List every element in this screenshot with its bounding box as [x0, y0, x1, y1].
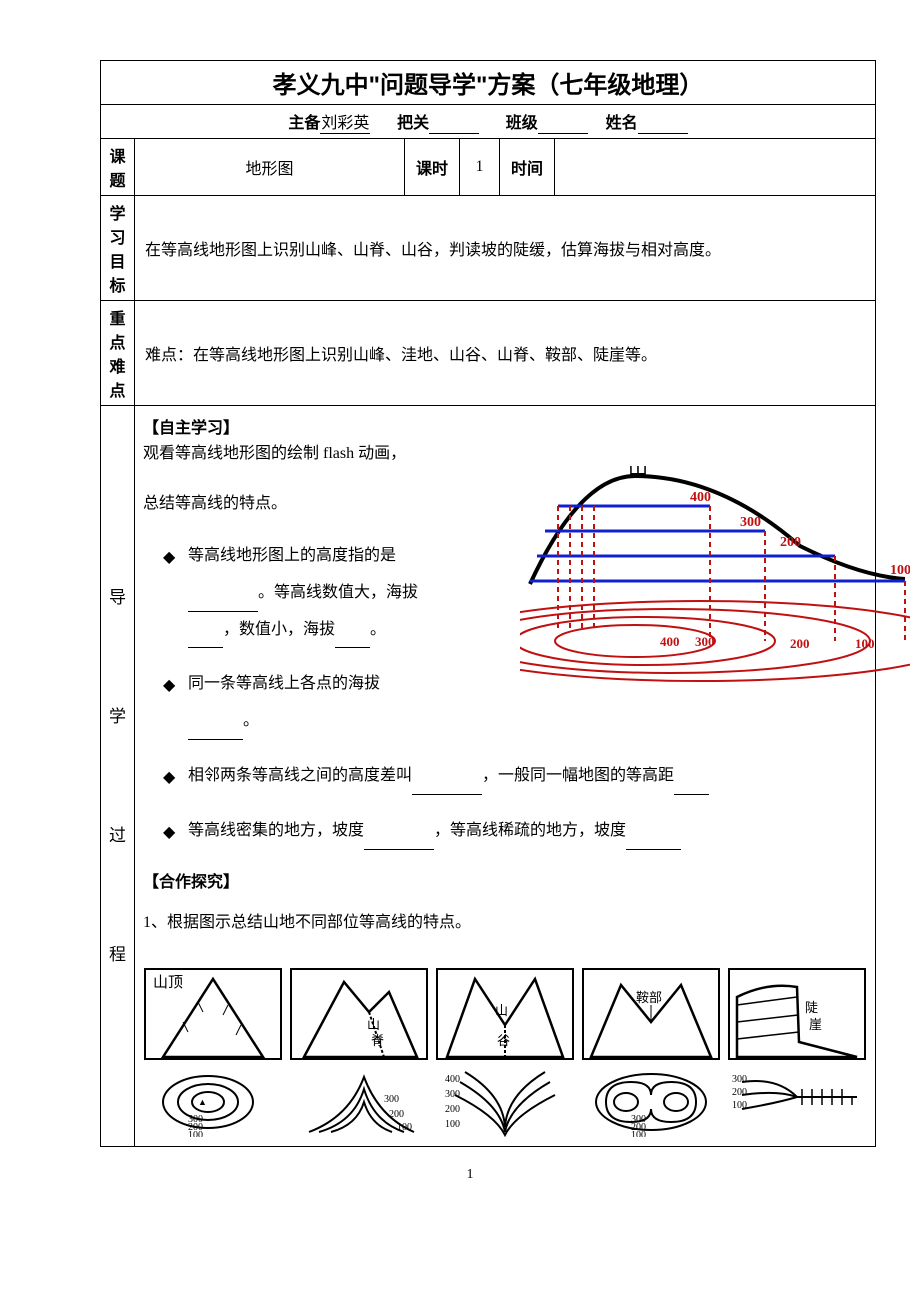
- svg-text:崖: 崖: [809, 1017, 822, 1032]
- bullet-1: 等高线地形图上的高度指的是。等高线数值大，海拔，数值小，海拔。: [168, 538, 423, 648]
- bullet-list: 等高线地形图上的高度指的是。等高线数值大，海拔，数值小，海拔。 同一条等高线上各…: [143, 538, 423, 740]
- svg-text:山: 山: [495, 1003, 508, 1018]
- saddle-icon: 鞍部 300 200 100: [581, 967, 721, 1137]
- svg-text:200: 200: [389, 1109, 404, 1120]
- svg-text:300: 300: [740, 515, 761, 530]
- author-value: 刘彩英: [320, 109, 370, 134]
- svg-text:脊: 脊: [371, 1033, 384, 1048]
- svg-text:200: 200: [445, 1104, 460, 1115]
- svg-text:谷: 谷: [497, 1033, 510, 1048]
- topic-label: 课题: [101, 139, 135, 196]
- main-table: 孝义九中"问题导学"方案（七年级地理） 主备刘彩英 把关 班级 姓名 课题 地形…: [100, 60, 876, 1147]
- svg-text:山顶: 山顶: [153, 974, 183, 991]
- cliff-icon: 陡 崖: [727, 967, 867, 1137]
- svg-text:100: 100: [397, 1122, 412, 1133]
- class-label: 班级: [506, 109, 538, 133]
- svg-text:陡: 陡: [805, 1000, 818, 1015]
- content-area: 山 400 300 200 100: [135, 406, 876, 1147]
- svg-text:100: 100: [855, 636, 875, 651]
- page-number: 1: [100, 1167, 840, 1183]
- svg-text:300: 300: [384, 1094, 399, 1105]
- byline-row: 主备刘彩英 把关 班级 姓名: [101, 105, 876, 139]
- bullet-list-wide: 相邻两条等高线之间的高度差叫，一般同一幅地图的等高距 等高线密集的地方，坡度，等…: [143, 758, 867, 850]
- svg-text:100: 100: [732, 1100, 747, 1111]
- checker-blank: [429, 115, 479, 134]
- bullet-3: 相邻两条等高线之间的高度差叫，一般同一幅地图的等高距: [168, 758, 867, 795]
- name-label: 姓名: [606, 109, 638, 133]
- diagram-cliff: 陡 崖: [727, 967, 867, 1137]
- svg-text:200: 200: [790, 636, 810, 651]
- author-label: 主备: [288, 109, 320, 133]
- contour-diagram-icon: 山 400 300 200 100: [520, 466, 910, 686]
- checker-label: 把关: [397, 109, 429, 133]
- svg-text:300: 300: [695, 634, 715, 649]
- diagram-valley: 山 谷 400 300 200 100: [435, 967, 575, 1137]
- time-value: [555, 139, 876, 196]
- doc-title: 孝义九中"问题导学"方案（七年级地理）: [101, 61, 876, 105]
- ridge-icon: 山 脊 300 200 100: [289, 967, 429, 1137]
- diagram-peak: 山顶 ▲ 300 20: [143, 967, 283, 1137]
- svg-text:山: 山: [628, 466, 648, 479]
- name-blank: [638, 115, 688, 134]
- diagrams-row: 山顶 ▲ 300 20: [143, 957, 867, 1142]
- bullet-4: 等高线密集的地方，坡度，等高线稀疏的地方，坡度: [168, 813, 867, 850]
- svg-text:300: 300: [732, 1074, 747, 1085]
- diagram-ridge: 山 脊 300 200 100: [289, 967, 429, 1137]
- svg-text:100: 100: [445, 1119, 460, 1130]
- svg-text:100: 100: [188, 1130, 203, 1137]
- svg-text:鞍部: 鞍部: [636, 990, 662, 1005]
- focus-label: 重点难点: [101, 301, 135, 406]
- focus-value: 难点：在等高线地形图上识别山峰、洼地、山谷、山脊、鞍部、陡崖等。: [135, 301, 876, 406]
- bullet-2: 同一条等高线上各点的海拔。: [168, 666, 423, 740]
- svg-text:山: 山: [367, 1017, 380, 1032]
- goal-label: 学习目标: [101, 196, 135, 301]
- period-label: 课时: [405, 139, 460, 196]
- valley-icon: 山 谷 400 300 200 100: [435, 967, 575, 1137]
- class-blank: [538, 115, 588, 134]
- svg-text:100: 100: [890, 563, 910, 578]
- peak-icon: 山顶 ▲ 300 20: [143, 967, 283, 1137]
- period-value: 1: [460, 139, 500, 196]
- self-study-title: 【自主学习】: [143, 414, 867, 438]
- goal-value: 在等高线地形图上识别山峰、山脊、山谷，判读坡的陡缓，估算海拔与相对高度。: [135, 196, 876, 301]
- cooperation-title: 【合作探究】: [143, 868, 867, 892]
- time-label: 时间: [500, 139, 555, 196]
- svg-text:200: 200: [780, 535, 801, 550]
- svg-text:▲: ▲: [198, 1097, 207, 1107]
- svg-text:100: 100: [631, 1130, 646, 1137]
- task-1: 1、根据图示总结山地不同部位等高线的特点。: [143, 907, 867, 939]
- topic-value: 地形图: [135, 139, 405, 196]
- svg-text:300: 300: [445, 1089, 460, 1100]
- svg-text:200: 200: [732, 1087, 747, 1098]
- svg-text:400: 400: [690, 490, 711, 505]
- diagram-saddle: 鞍部 300 200 100: [581, 967, 721, 1137]
- svg-text:400: 400: [660, 634, 680, 649]
- svg-text:400: 400: [445, 1074, 460, 1085]
- guide-column: 导 学 过 程: [101, 406, 135, 1147]
